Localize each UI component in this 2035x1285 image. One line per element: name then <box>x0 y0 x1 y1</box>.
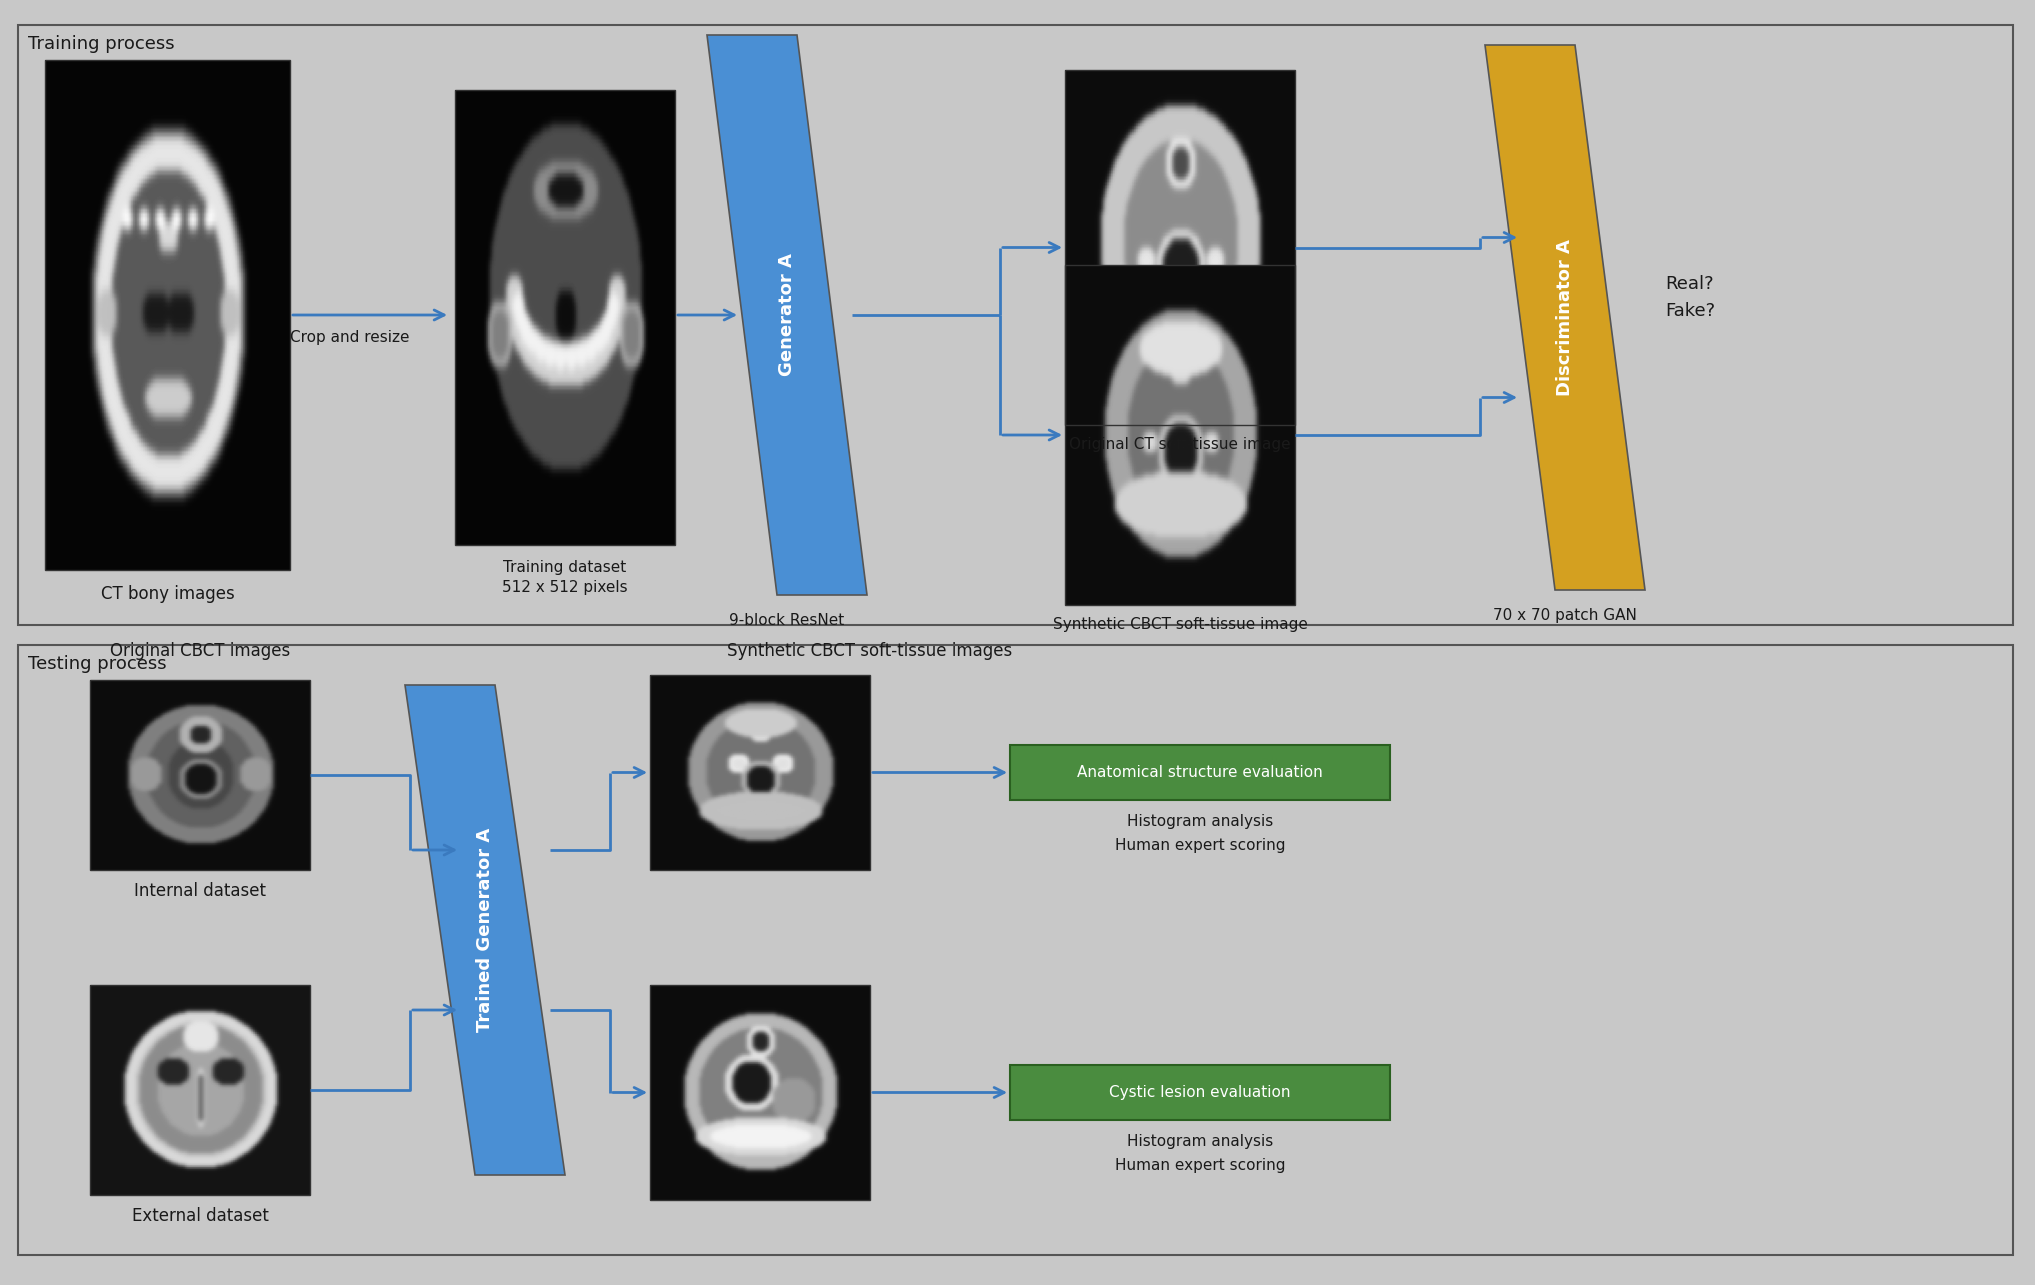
FancyBboxPatch shape <box>18 645 2013 1255</box>
FancyBboxPatch shape <box>1009 745 1390 801</box>
Text: Synthetic CBCT soft-tissue image: Synthetic CBCT soft-tissue image <box>1052 617 1306 632</box>
Text: Crop and resize: Crop and resize <box>291 330 409 344</box>
Text: Histogram analysis: Histogram analysis <box>1127 813 1274 829</box>
Text: Original CBCT images: Original CBCT images <box>110 642 291 660</box>
FancyBboxPatch shape <box>1009 1065 1390 1121</box>
Text: Trained Generator A: Trained Generator A <box>476 828 495 1032</box>
Text: Histogram analysis: Histogram analysis <box>1127 1133 1274 1149</box>
Text: Generator A: Generator A <box>777 253 796 377</box>
Text: Testing process: Testing process <box>28 655 167 673</box>
Text: Internal dataset: Internal dataset <box>134 882 267 900</box>
Text: Human expert scoring: Human expert scoring <box>1115 838 1286 853</box>
Text: External dataset: External dataset <box>132 1207 269 1225</box>
Text: Synthetic CBCT soft-tissue images: Synthetic CBCT soft-tissue images <box>726 642 1013 660</box>
Polygon shape <box>706 35 867 595</box>
Text: Training dataset
512 x 512 pixels: Training dataset 512 x 512 pixels <box>503 560 629 595</box>
Text: Human expert scoring: Human expert scoring <box>1115 1158 1286 1173</box>
Polygon shape <box>405 685 566 1174</box>
Text: 9-block ResNet: 9-block ResNet <box>729 613 845 628</box>
Text: 70 x 70 patch GAN: 70 x 70 patch GAN <box>1494 608 1636 623</box>
Text: Real?
Fake?: Real? Fake? <box>1665 275 1716 320</box>
Text: CT bony images: CT bony images <box>100 585 234 603</box>
Polygon shape <box>1486 45 1644 590</box>
Text: Training process: Training process <box>28 35 175 53</box>
Text: Discriminator A: Discriminator A <box>1557 239 1573 396</box>
Text: Original CT soft-tissue image: Original CT soft-tissue image <box>1068 437 1290 452</box>
FancyBboxPatch shape <box>18 24 2013 625</box>
Text: Cystic lesion evaluation: Cystic lesion evaluation <box>1109 1085 1290 1100</box>
Text: Anatomical structure evaluation: Anatomical structure evaluation <box>1077 765 1323 780</box>
